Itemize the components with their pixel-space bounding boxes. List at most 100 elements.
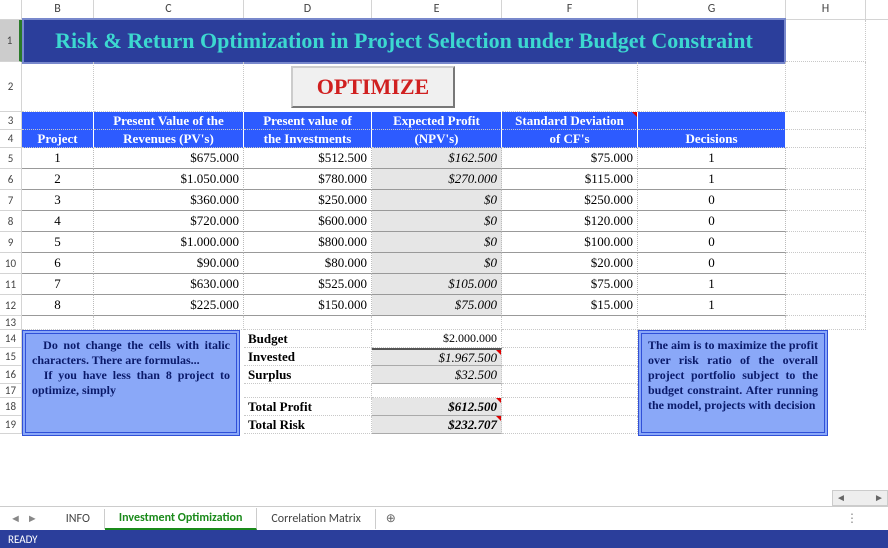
project-cell[interactable]: 3 bbox=[22, 190, 94, 211]
investment-cell[interactable]: $250.000 bbox=[244, 190, 372, 211]
col-header-C[interactable]: C bbox=[94, 0, 244, 19]
revenue-cell[interactable]: $1.000.000 bbox=[94, 232, 244, 253]
header-project[interactable]: Project bbox=[22, 130, 94, 148]
npv-cell[interactable]: $75.000 bbox=[372, 295, 502, 316]
cell[interactable] bbox=[502, 416, 638, 434]
project-cell[interactable]: 4 bbox=[22, 211, 94, 232]
scroll-left-icon[interactable]: ◄ bbox=[833, 491, 849, 505]
investment-cell[interactable]: $525.000 bbox=[244, 274, 372, 295]
header-revenues[interactable]: Revenues (PV's) bbox=[94, 130, 244, 148]
header-sd[interactable]: of CF's bbox=[502, 130, 638, 148]
row-header-9[interactable]: 9 bbox=[0, 232, 22, 253]
row-header-8[interactable]: 8 bbox=[0, 211, 22, 232]
risk-value[interactable]: $232.707 bbox=[372, 416, 502, 434]
cell[interactable] bbox=[786, 148, 866, 169]
project-cell[interactable]: 5 bbox=[22, 232, 94, 253]
revenue-cell[interactable]: $675.000 bbox=[94, 148, 244, 169]
npv-cell[interactable]: $0 bbox=[372, 211, 502, 232]
cell[interactable] bbox=[786, 253, 866, 274]
col-header-B[interactable]: B bbox=[22, 0, 94, 19]
tab-info[interactable]: INFO bbox=[52, 509, 105, 529]
row-header-15[interactable]: 15 bbox=[0, 348, 22, 366]
select-all[interactable] bbox=[0, 0, 22, 20]
invested-label[interactable]: Invested bbox=[244, 348, 372, 366]
decision-cell[interactable]: 0 bbox=[638, 232, 786, 253]
decision-cell[interactable]: 1 bbox=[638, 295, 786, 316]
sd-cell[interactable]: $115.000 bbox=[502, 169, 638, 190]
cell[interactable] bbox=[786, 112, 866, 130]
sd-cell[interactable]: $75.000 bbox=[502, 274, 638, 295]
decision-cell[interactable]: 1 bbox=[638, 148, 786, 169]
cell[interactable] bbox=[786, 295, 866, 316]
revenue-cell[interactable]: $360.000 bbox=[94, 190, 244, 211]
cell[interactable] bbox=[786, 232, 866, 253]
project-cell[interactable]: 7 bbox=[22, 274, 94, 295]
investment-cell[interactable]: $780.000 bbox=[244, 169, 372, 190]
cell[interactable] bbox=[786, 62, 866, 112]
header-revenues[interactable]: Present Value of the bbox=[94, 112, 244, 130]
cell[interactable] bbox=[372, 316, 502, 330]
cell[interactable] bbox=[502, 316, 638, 330]
header-npv[interactable]: Expected Profit bbox=[372, 112, 502, 130]
add-sheet-button[interactable]: ⊕ bbox=[376, 511, 406, 526]
tab-prev-icon[interactable]: ◄ bbox=[8, 512, 23, 525]
cell[interactable] bbox=[244, 384, 372, 398]
cell[interactable] bbox=[94, 316, 244, 330]
cell[interactable] bbox=[786, 316, 866, 330]
row-header-17[interactable]: 17 bbox=[0, 384, 22, 398]
cell[interactable] bbox=[786, 274, 866, 295]
sd-cell[interactable]: $250.000 bbox=[502, 190, 638, 211]
decision-cell[interactable]: 1 bbox=[638, 274, 786, 295]
risk-label[interactable]: Total Risk bbox=[244, 416, 372, 434]
header-investments[interactable]: Present value of bbox=[244, 112, 372, 130]
budget-value[interactable]: $2.000.000 bbox=[372, 330, 502, 348]
npv-cell[interactable]: $162.500 bbox=[372, 148, 502, 169]
tab-investment-optimization[interactable]: Investment Optimization bbox=[105, 508, 257, 530]
cell[interactable] bbox=[502, 330, 638, 348]
investment-cell[interactable]: $150.000 bbox=[244, 295, 372, 316]
row-header-3[interactable]: 3 bbox=[0, 112, 22, 130]
tab-overflow-icon[interactable]: ⋮ bbox=[846, 511, 888, 526]
revenue-cell[interactable]: $630.000 bbox=[94, 274, 244, 295]
cell[interactable] bbox=[502, 384, 638, 398]
investment-cell[interactable]: $800.000 bbox=[244, 232, 372, 253]
decision-cell[interactable]: 0 bbox=[638, 190, 786, 211]
profit-value[interactable]: $612.500 bbox=[372, 398, 502, 416]
cell[interactable] bbox=[22, 62, 94, 112]
row-header-10[interactable]: 10 bbox=[0, 253, 22, 274]
investment-cell[interactable]: $600.000 bbox=[244, 211, 372, 232]
decision-cell[interactable]: 1 bbox=[638, 169, 786, 190]
tab-correlation-matrix[interactable]: Correlation Matrix bbox=[257, 509, 375, 529]
cell[interactable] bbox=[786, 169, 866, 190]
cell[interactable] bbox=[786, 211, 866, 232]
npv-cell[interactable]: $0 bbox=[372, 190, 502, 211]
col-header-F[interactable]: F bbox=[502, 0, 638, 19]
revenue-cell[interactable]: $1.050.000 bbox=[94, 169, 244, 190]
row-header-11[interactable]: 11 bbox=[0, 274, 22, 295]
project-cell[interactable]: 2 bbox=[22, 169, 94, 190]
project-cell[interactable]: 1 bbox=[22, 148, 94, 169]
cell[interactable] bbox=[502, 62, 638, 112]
row-header-1[interactable]: 1 bbox=[0, 20, 22, 62]
col-header-G[interactable]: G bbox=[638, 0, 786, 19]
cell[interactable] bbox=[22, 316, 94, 330]
npv-cell[interactable]: $0 bbox=[372, 232, 502, 253]
row-header-2[interactable]: 2 bbox=[0, 62, 22, 112]
col-header-D[interactable]: D bbox=[244, 0, 372, 19]
header-investments[interactable]: the Investments bbox=[244, 130, 372, 148]
cell[interactable] bbox=[94, 62, 244, 112]
row-header-13[interactable]: 13 bbox=[0, 316, 22, 330]
cell[interactable] bbox=[786, 190, 866, 211]
row-header-6[interactable]: 6 bbox=[0, 169, 22, 190]
decision-cell[interactable]: 0 bbox=[638, 211, 786, 232]
npv-cell[interactable]: $0 bbox=[372, 253, 502, 274]
npv-cell[interactable]: $105.000 bbox=[372, 274, 502, 295]
optimize-button[interactable]: OPTIMIZE bbox=[291, 66, 455, 108]
sd-cell[interactable]: $75.000 bbox=[502, 148, 638, 169]
cell[interactable] bbox=[502, 398, 638, 416]
revenue-cell[interactable]: $720.000 bbox=[94, 211, 244, 232]
surplus-label[interactable]: Surplus bbox=[244, 366, 372, 384]
revenue-cell[interactable]: $225.000 bbox=[94, 295, 244, 316]
col-header-E[interactable]: E bbox=[372, 0, 502, 19]
cell[interactable] bbox=[502, 348, 638, 366]
